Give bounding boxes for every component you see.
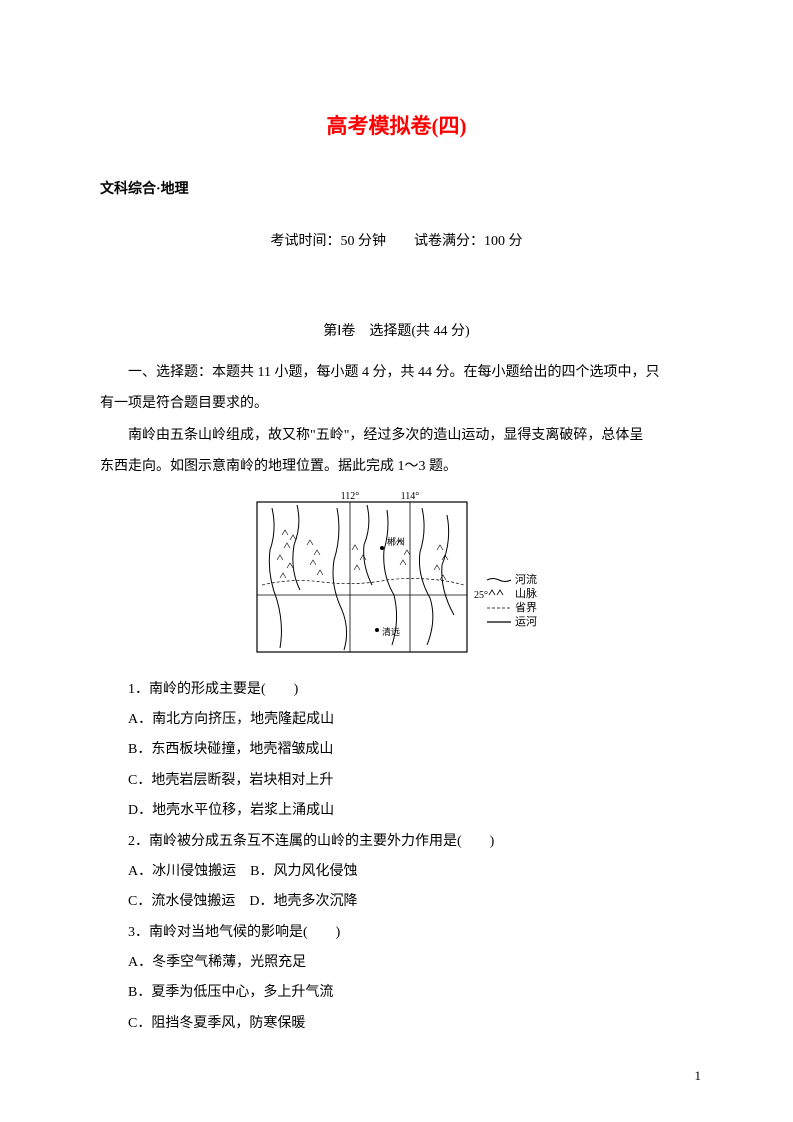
instruction-line2: 有一项是符合题目要求的。 [100, 389, 693, 418]
exam-title: 高考模拟卷(四) [100, 110, 693, 140]
legend-border: 省界 [515, 601, 537, 614]
q3-text: 3．南岭对当地气候的影响是( ) [100, 918, 693, 947]
q1-option-c: C．地壳岩层断裂，岩块相对上升 [100, 766, 693, 795]
section-header: 第Ⅰ卷 选择题(共 44 分) [100, 320, 693, 340]
city-chenzhou: 郴州 [387, 536, 405, 547]
passage-line1: 南岭由五条山岭组成，故又称"五岭"，经过多次的造山运动，显得支离破碎，总体呈 [100, 421, 693, 450]
lon-112-label: 112° [340, 491, 359, 502]
q3-option-b: B．夏季为低压中心，多上升气流 [100, 978, 693, 1007]
q2-option-cd: C．流水侵蚀搬运 D．地壳多次沉降 [100, 887, 693, 916]
map-figure: 112° 114° 25° [100, 490, 693, 665]
city-qingyuan: 清远 [382, 626, 400, 637]
legend-canal: 运河 [515, 615, 537, 628]
q2-option-ab: A．冰川侵蚀搬运 B．风力风化侵蚀 [100, 857, 693, 886]
q1-option-a: A．南北方向挤压，地壳隆起成山 [100, 705, 693, 734]
instruction-line1: 一、选择题：本题共 11 小题，每小题 4 分，共 44 分。在每小题给出的四个… [100, 358, 693, 387]
lon-114-label: 114° [400, 491, 419, 502]
q2-text: 2．南岭被分成五条互不连属的山岭的主要外力作用是( ) [100, 827, 693, 856]
q3-option-a: A．冬季空气稀薄，光照充足 [100, 948, 693, 977]
subject-line: 文科综合·地理 [100, 178, 693, 198]
passage-line2: 东西走向。如图示意南岭的地理位置。据此完成 1～3 题。 [100, 452, 693, 481]
page-number: 1 [695, 1068, 702, 1084]
q1-option-b: B．东西板块碰撞，地壳褶皱成山 [100, 735, 693, 764]
q3-option-c: C．阻挡冬夏季风，防寒保暖 [100, 1009, 693, 1038]
map-svg: 112° 114° 25° [242, 490, 552, 660]
q1-text: 1．南岭的形成主要是( ) [100, 675, 693, 704]
legend-river: 河流 [515, 572, 537, 586]
legend-mountain: 山脉 [515, 586, 537, 600]
q1-option-d: D．地壳水平位移，岩浆上涌成山 [100, 796, 693, 825]
map-legend: 河流 山脉 省界 运河 [487, 572, 537, 628]
lat-25-label: 25° [474, 590, 488, 601]
exam-info: 考试时间：50 分钟 试卷满分：100 分 [100, 230, 693, 250]
